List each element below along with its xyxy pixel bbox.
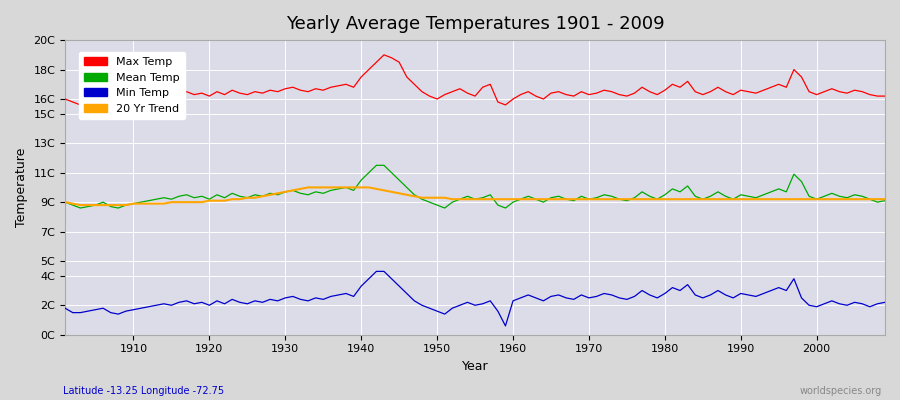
Title: Yearly Average Temperatures 1901 - 2009: Yearly Average Temperatures 1901 - 2009: [286, 15, 664, 33]
Text: worldspecies.org: worldspecies.org: [800, 386, 882, 396]
Y-axis label: Temperature: Temperature: [15, 148, 28, 227]
X-axis label: Year: Year: [462, 360, 489, 373]
Legend: Max Temp, Mean Temp, Min Temp, 20 Yr Trend: Max Temp, Mean Temp, Min Temp, 20 Yr Tre…: [79, 52, 184, 119]
Text: Latitude -13.25 Longitude -72.75: Latitude -13.25 Longitude -72.75: [63, 386, 224, 396]
